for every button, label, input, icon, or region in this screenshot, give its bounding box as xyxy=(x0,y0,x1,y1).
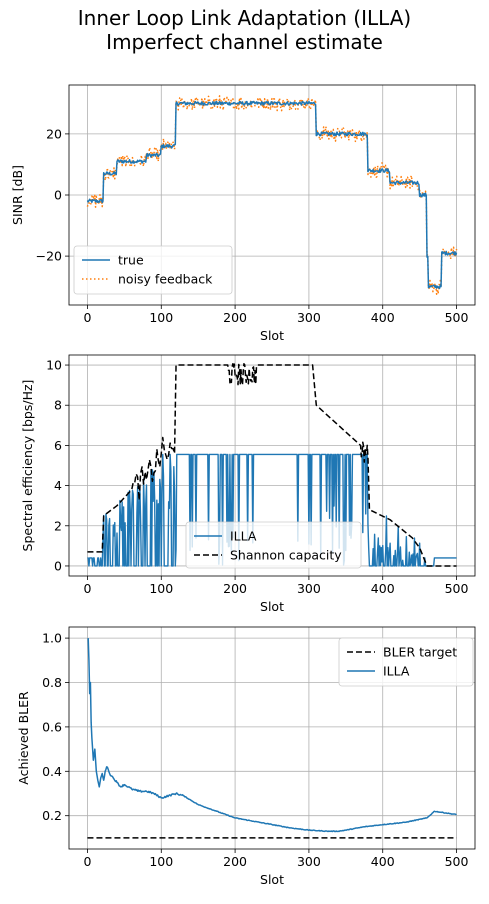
y-tick-label: 6 xyxy=(54,438,62,453)
y-tick-label: 0.2 xyxy=(42,808,62,823)
y-tick-label: 8 xyxy=(54,398,62,413)
series-shannon-capacity-line xyxy=(87,363,457,567)
x-tick-label: 400 xyxy=(371,310,395,325)
legend-label: Shannon capacity xyxy=(230,548,342,563)
series-noisy-feedback-line xyxy=(86,95,458,295)
legend: ILLA Shannon capacity xyxy=(185,521,362,569)
plot-area xyxy=(87,363,457,567)
figure-title-line2: Imperfect channel estimate xyxy=(106,30,383,54)
legend-label: ILLA xyxy=(230,529,257,544)
x-tick-label: 500 xyxy=(445,581,469,596)
x-tick-label: 0 xyxy=(83,310,91,325)
y-tick-label: 20 xyxy=(46,126,62,141)
x-tick-label: 100 xyxy=(149,854,173,869)
legend: true noisy feedback xyxy=(73,245,233,295)
axes-frame xyxy=(68,354,476,577)
y-tick-label: 10 xyxy=(46,358,62,373)
x-tick-label: 500 xyxy=(445,310,469,325)
x-axis-label: Slot xyxy=(260,328,284,343)
x-tick-label: 300 xyxy=(297,310,321,325)
series-true-line xyxy=(86,100,458,290)
legend-label: noisy feedback xyxy=(118,272,213,287)
plot-area xyxy=(87,638,457,839)
axes-frame xyxy=(68,626,476,850)
series-illa-line xyxy=(87,638,457,833)
x-tick-label: 100 xyxy=(149,310,173,325)
y-tick-label: 1.0 xyxy=(42,631,62,646)
x-tick-label: 300 xyxy=(297,581,321,596)
x-axis-label: Slot xyxy=(260,599,284,614)
y-tick-label: 2 xyxy=(54,518,62,533)
x-tick-label: 300 xyxy=(297,854,321,869)
x-tick-label: 200 xyxy=(223,854,247,869)
legend: BLER target ILLA xyxy=(338,637,474,687)
y-axis-label: Spectral efficiency [bps/Hz] xyxy=(20,380,35,552)
y-tick-label: 0 xyxy=(54,558,62,573)
legend-label: BLER target xyxy=(383,645,457,660)
x-tick-label: 200 xyxy=(223,310,247,325)
legend-box xyxy=(185,521,362,569)
legend-box xyxy=(338,637,474,687)
y-tick-label: 0 xyxy=(54,188,62,203)
y-tick-label: 0.8 xyxy=(42,675,62,690)
plot-area xyxy=(86,95,458,295)
x-tick-label: 400 xyxy=(371,581,395,596)
y-axis-label: Achieved BLER xyxy=(16,691,31,785)
series-illa-line xyxy=(87,453,457,567)
x-tick-label: 500 xyxy=(445,854,469,869)
y-axis-label: SINR [dB] xyxy=(10,165,25,225)
x-tick-label: 100 xyxy=(149,581,173,596)
y-tick-label: 0.6 xyxy=(42,719,62,734)
spectral-efficiency-axes: 0 100 200 300 400 500 0 2 4 6 8 10 Slot Spectral effi… xyxy=(20,354,476,614)
legend-label: ILLA xyxy=(383,664,410,679)
legend-label: true xyxy=(118,253,144,268)
x-tick-label: 0 xyxy=(83,581,91,596)
bler-axes: 0 100 200 300 400 500 0.2 0.4 0.6 0.8 1.0 Slot Achie… xyxy=(16,626,476,887)
sinr-axes: 0 100 200 300 400 500 −20 0 20 Slot SINR [dB] true n… xyxy=(10,84,476,343)
figure-title-line1: Inner Loop Link Adaptation (ILLA) xyxy=(78,6,411,30)
x-tick-label: 0 xyxy=(83,854,91,869)
x-tick-label: 400 xyxy=(371,854,395,869)
legend-box xyxy=(73,245,233,295)
y-tick-label: −20 xyxy=(36,249,62,264)
x-tick-label: 200 xyxy=(223,581,247,596)
y-tick-label: 0.4 xyxy=(42,764,62,779)
y-tick-label: 4 xyxy=(54,478,62,493)
x-axis-label: Slot xyxy=(260,872,284,887)
